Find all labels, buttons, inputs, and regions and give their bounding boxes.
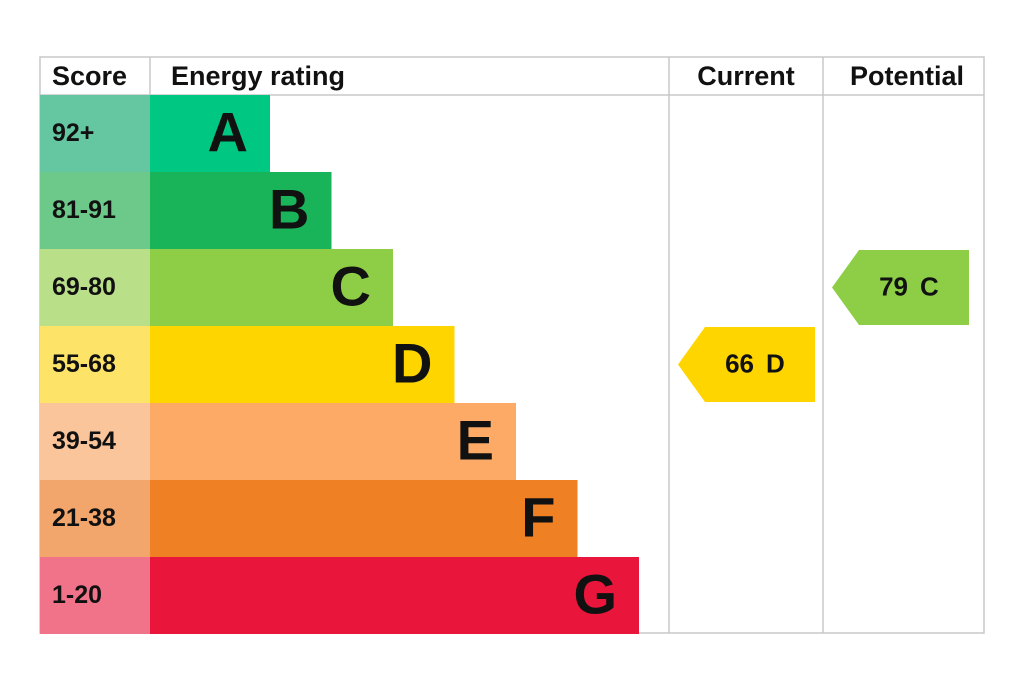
score-cell [40, 480, 150, 557]
header: Score [52, 61, 127, 91]
rating-bar [150, 557, 639, 634]
score-range: 92+ [52, 119, 94, 147]
header: Potential [850, 61, 964, 91]
rating-letter: D [766, 348, 785, 378]
score-cell [40, 326, 150, 403]
rating-bar [150, 172, 332, 249]
rating-value: 66 [725, 348, 754, 378]
rating-arrow [832, 250, 969, 325]
rating-bar [150, 249, 393, 326]
band-letter: D [392, 331, 432, 394]
band-letter: G [573, 562, 617, 625]
score-cell [40, 95, 150, 172]
score-cell [40, 403, 150, 480]
band-letter: F [521, 485, 555, 548]
rating-bar [150, 480, 578, 557]
rating-bar [150, 326, 455, 403]
score-range: 21-38 [52, 504, 116, 532]
score-cell [40, 557, 150, 634]
header: Energy rating [171, 61, 345, 91]
band-letter: C [331, 254, 371, 317]
score-range: 1-20 [52, 581, 102, 609]
score-cell [40, 249, 150, 326]
score-range: 69-80 [52, 273, 116, 301]
score-range: 39-54 [52, 427, 116, 455]
rating-arrow [678, 327, 815, 402]
rating-letter: C [920, 271, 939, 301]
rating-bar [150, 403, 516, 480]
band-letter: E [457, 408, 494, 471]
rating-value: 79 [879, 271, 908, 301]
band-letter: A [208, 100, 248, 163]
band-letter: B [269, 177, 309, 240]
rating-bar [150, 95, 270, 172]
score-range: 55-68 [52, 350, 116, 378]
score-range: 81-91 [52, 196, 116, 224]
header: Current [697, 61, 795, 91]
score-cell [40, 172, 150, 249]
